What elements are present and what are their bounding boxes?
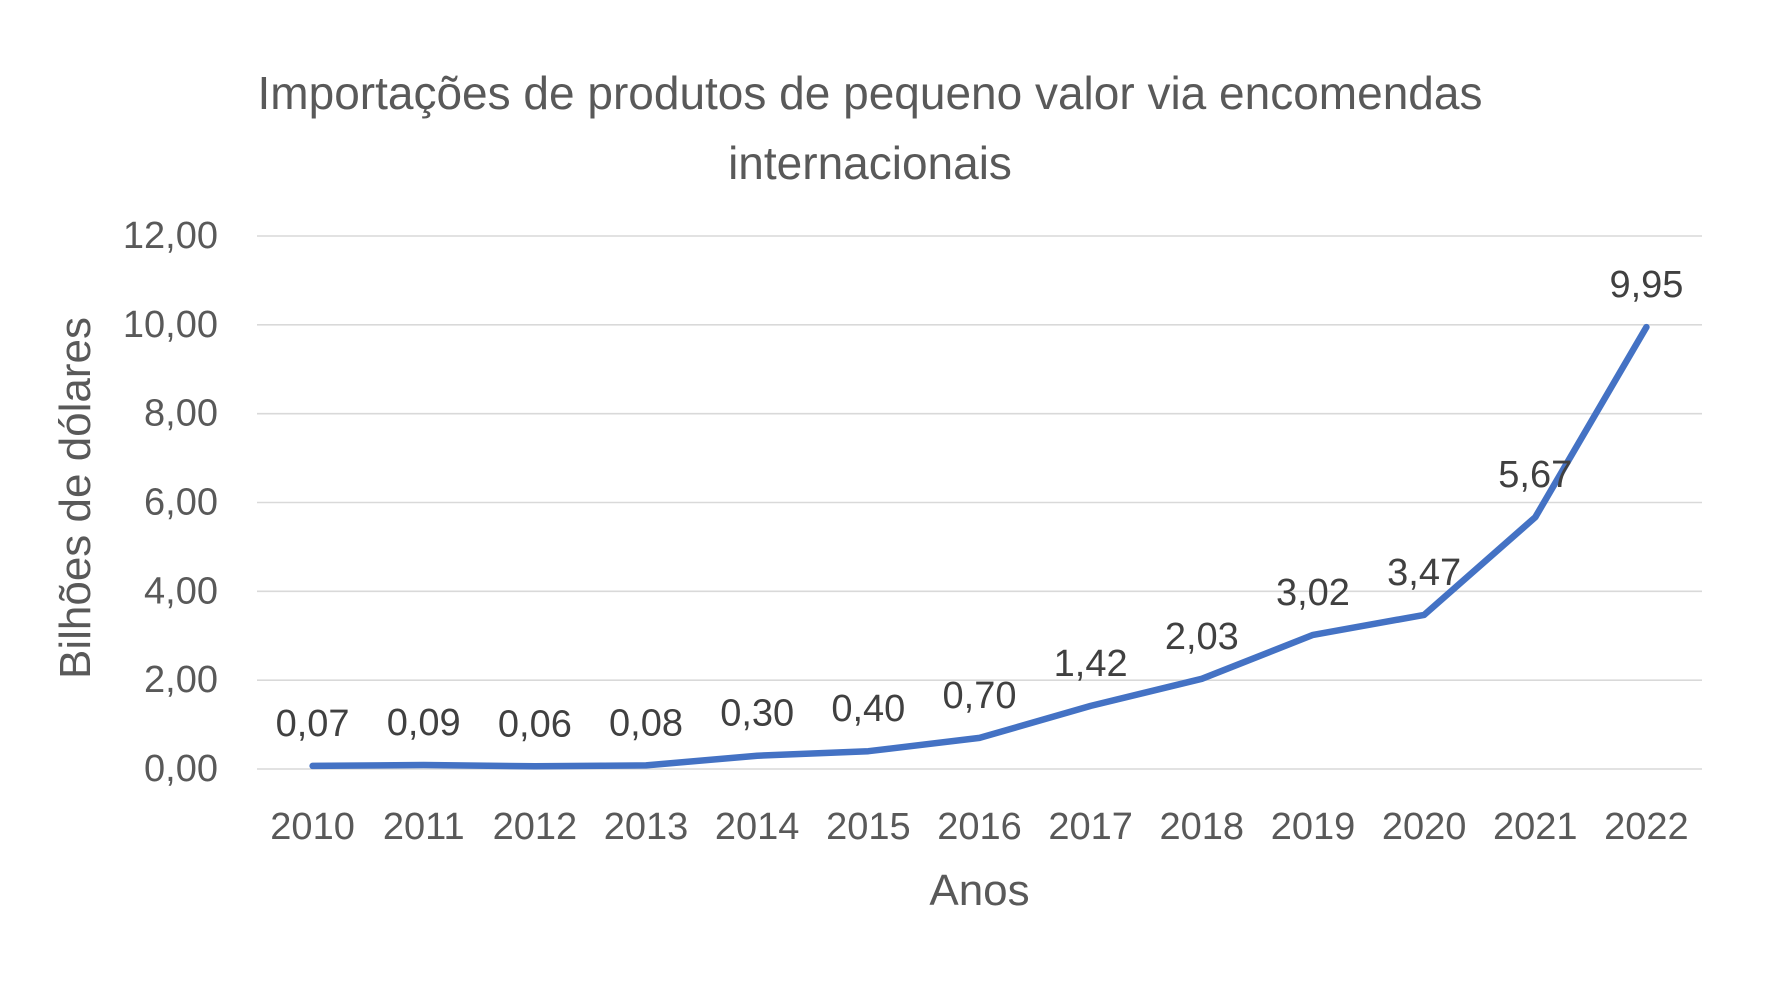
data-label: 0,30 <box>720 693 794 735</box>
data-label: 0,08 <box>609 702 683 744</box>
data-label: 0,06 <box>498 703 572 745</box>
series-line <box>309 323 1650 770</box>
data-label: 9,95 <box>1609 264 1683 306</box>
data-label: 3,47 <box>1387 552 1461 594</box>
chart-title: Importações de produtos de pequeno valor… <box>0 58 1740 198</box>
y-tick-label: 10,00 <box>123 304 218 346</box>
y-tick-label: 6,00 <box>144 482 218 524</box>
x-tick-label: 2016 <box>937 806 1022 848</box>
x-tick-label: 2021 <box>1493 806 1578 848</box>
x-tick-label: 2015 <box>826 806 911 848</box>
data-label: 0,07 <box>276 703 350 745</box>
chart-title-line-2: internacionais <box>728 137 1012 189</box>
x-tick-label: 2020 <box>1382 806 1467 848</box>
x-axis-title: Anos <box>929 866 1030 915</box>
data-label: 3,02 <box>1276 572 1350 614</box>
y-tick-label: 12,00 <box>123 215 218 257</box>
y-tick-label: 8,00 <box>144 393 218 435</box>
x-tick-label: 2018 <box>1160 806 1245 848</box>
x-tick-labels: 2010 2011 2012 2013 2014 2015 2016 2017 2018 2019… <box>270 806 1688 848</box>
chart-title-line-1: Importações de produtos de pequeno valor… <box>257 67 1483 119</box>
x-tick-label: 2022 <box>1604 806 1689 848</box>
data-label: 1,42 <box>1054 643 1128 685</box>
x-tick-label: 2019 <box>1271 806 1356 848</box>
y-tick-labels: 0,00 2,00 4,00 6,00 8,00 10,00 12,00 <box>123 215 218 790</box>
x-tick-label: 2012 <box>493 806 578 848</box>
x-tick-label: 2017 <box>1048 806 1133 848</box>
x-tick-label: 2010 <box>270 806 355 848</box>
y-tick-label: 4,00 <box>144 570 218 612</box>
data-labels: 0,07 0,09 0,06 0,08 0,30 0,40 0,70 1,42 2,03 3,02… <box>276 264 1684 745</box>
x-tick-label: 2011 <box>383 806 465 848</box>
data-label: 5,67 <box>1498 454 1572 496</box>
x-tick-label: 2014 <box>715 806 800 848</box>
y-tick-label: 2,00 <box>144 659 218 701</box>
data-label: 2,03 <box>1165 616 1239 658</box>
data-label: 0,70 <box>943 675 1017 717</box>
y-tick-label: 0,00 <box>144 748 218 790</box>
data-label: 0,40 <box>831 688 905 730</box>
data-label: 0,09 <box>387 702 461 744</box>
x-tick-label: 2013 <box>604 806 689 848</box>
